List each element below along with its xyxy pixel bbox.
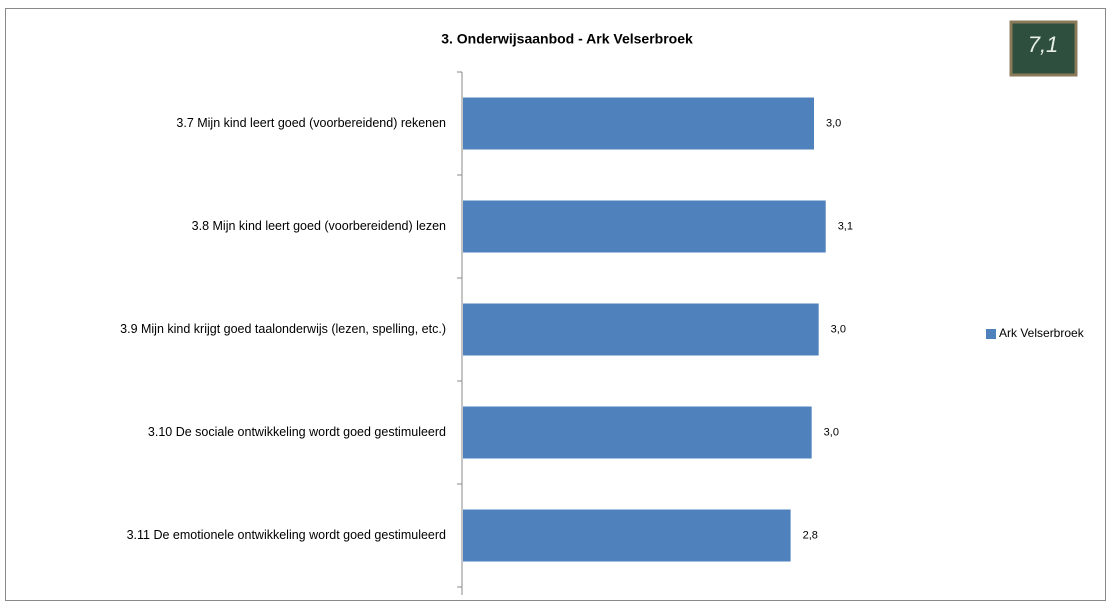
data-label: 3,0 — [824, 426, 839, 438]
category-label: 3.8 Mijn kind leert goed (voorbereidend)… — [192, 219, 446, 233]
badge-board — [1009, 20, 1078, 77]
data-label: 2,8 — [803, 529, 818, 541]
category-label: 3.11 De emotionele ontwikkeling wordt go… — [127, 528, 446, 542]
data-label: 3,0 — [826, 117, 841, 129]
bar — [463, 97, 814, 150]
bar — [463, 200, 826, 253]
badge-text: 7,1 — [1028, 32, 1059, 57]
legend-label: Ark Velserbroek — [999, 326, 1085, 340]
category-label: 3.10 De sociale ontwikkeling wordt goed … — [148, 425, 446, 439]
legend-swatch — [986, 329, 996, 339]
category-label: 3.9 Mijn kind krijgt goed taalonderwijs … — [120, 322, 446, 336]
data-label: 3,0 — [831, 323, 846, 335]
category-label: 3.7 Mijn kind leert goed (voorbereidend)… — [176, 116, 446, 130]
data-label: 3,1 — [838, 220, 853, 232]
bar — [463, 303, 819, 356]
chart-title: 3. Onderwijsaanbod - Ark Velserbroek — [441, 31, 693, 47]
bar — [463, 406, 812, 459]
bar — [463, 509, 791, 562]
